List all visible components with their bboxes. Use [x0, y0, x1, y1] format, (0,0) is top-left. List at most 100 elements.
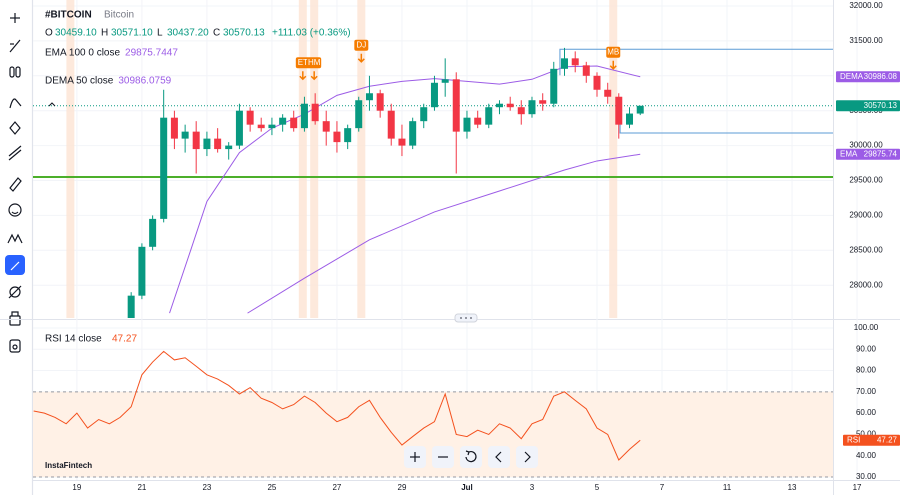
x-tick-label: 21: [137, 483, 146, 492]
y-tick-label: 31500.00: [849, 36, 883, 45]
magnet-tool[interactable]: [5, 255, 25, 275]
candle-body: [246, 110, 254, 125]
candle-body: [539, 100, 547, 104]
scroll-left-button[interactable]: [488, 446, 510, 468]
y-tick-label: 80.00: [856, 366, 877, 375]
y-tick-label: 30000.00: [849, 141, 883, 150]
candle-body: [344, 128, 352, 143]
event-band: [66, 0, 75, 318]
measure-tool[interactable]: [7, 233, 23, 244]
x-tick-label: 13: [788, 483, 797, 492]
event-band: [310, 0, 319, 318]
candle-body: [268, 124, 276, 129]
ohlc-key: L: [157, 28, 163, 39]
ohlc-key: H: [101, 28, 108, 39]
scroll-right-button[interactable]: [516, 446, 538, 468]
collapse-button[interactable]: [48, 102, 56, 107]
candle-body: [452, 79, 460, 132]
pattern-tool[interactable]: [9, 121, 21, 135]
y-tick-label: 32000.00: [849, 1, 883, 10]
event-label: DJ: [356, 40, 366, 49]
event-arrow: [357, 53, 365, 63]
x-tick-label: 17: [853, 483, 862, 492]
ohlc-value: 30437.20: [167, 28, 209, 39]
candle-body: [192, 131, 200, 150]
toolbar: [5, 0, 34, 495]
zoom-in-button[interactable]: [404, 446, 426, 468]
y-tick-label: 28000.00: [849, 280, 883, 289]
candle-body: [517, 107, 525, 115]
indicator-line: [247, 153, 641, 314]
settings-tool[interactable]: [9, 339, 21, 353]
candle-body: [225, 145, 233, 150]
candle-body: [409, 121, 417, 146]
ohlc-value: 30459.10: [55, 28, 97, 39]
event-badge: [295, 57, 310, 69]
reset-button[interactable]: [460, 446, 482, 468]
candle-body: [604, 89, 612, 97]
pane-handle[interactable]: [454, 313, 478, 323]
event-band: [357, 0, 366, 318]
candle-body: [398, 138, 406, 146]
y-tick-label: 40.00: [856, 451, 877, 460]
event-label: HM: [308, 58, 321, 67]
event-band: [298, 0, 307, 318]
candle-body: [495, 103, 503, 108]
candle-body: [365, 93, 373, 101]
shape-tool[interactable]: [9, 66, 21, 78]
candle-body: [257, 124, 265, 129]
rsi-legend-value: 47.27: [112, 334, 137, 345]
range-top: [559, 48, 833, 76]
hide-tool[interactable]: [8, 285, 22, 299]
zoom-out-button[interactable]: [432, 446, 454, 468]
candle-body: [333, 131, 341, 143]
candle-body: [300, 103, 308, 129]
indicator-tag-name: EMA: [840, 149, 858, 158]
x-tick-label: 29: [398, 483, 407, 492]
y-tick-label: 28500.00: [849, 245, 883, 254]
y-tick-label: 50.00: [856, 430, 877, 439]
symbol: #BITCOIN: [45, 10, 92, 21]
event-badge: [354, 39, 369, 51]
nav-buttons: [404, 446, 538, 468]
indicator-tag-name: DEMA: [840, 72, 864, 81]
rsi-tag-name: RSI: [847, 435, 860, 444]
candle-body: [441, 79, 449, 83]
forecast-tool[interactable]: [8, 145, 22, 161]
candle-body: [615, 96, 623, 125]
candle-body: [376, 93, 384, 111]
x-tick-label: 23: [202, 483, 211, 492]
brush-tool[interactable]: [9, 177, 22, 192]
indicator-legend-value: 30986.0759: [118, 76, 171, 87]
candle-body: [235, 110, 243, 146]
indicator-line: [169, 65, 641, 314]
candle-body: [181, 131, 189, 139]
candle-body: [430, 82, 438, 108]
candle-body: [636, 105, 644, 114]
candle-body: [550, 68, 558, 104]
ohlc-value: 30570.13: [223, 28, 265, 39]
crosshair-tool[interactable]: [10, 13, 20, 23]
candle-body: [322, 121, 330, 132]
lock-tool[interactable]: [9, 311, 21, 326]
event-band: [609, 0, 618, 318]
y-tick-label: 100.00: [854, 323, 879, 332]
last-price-value: 30570.13: [864, 101, 898, 110]
candle-body: [170, 117, 178, 139]
candle-body: [420, 107, 428, 122]
candle-body: [279, 117, 287, 125]
indicator-tag: [836, 71, 900, 83]
event-badge: [606, 46, 621, 58]
indicator-legend: EMA 100 0 close: [45, 48, 120, 59]
trend-tool[interactable]: [9, 39, 21, 53]
candle-body: [214, 138, 222, 150]
indicator-legend: DEMA 50 close: [45, 76, 114, 87]
rsi-line: [33, 350, 641, 461]
price-pane: [33, 0, 833, 318]
fib-tool[interactable]: [9, 98, 22, 109]
event-label: MB: [607, 47, 619, 56]
candle-body: [290, 117, 298, 129]
emoji-tool[interactable]: [8, 203, 22, 217]
